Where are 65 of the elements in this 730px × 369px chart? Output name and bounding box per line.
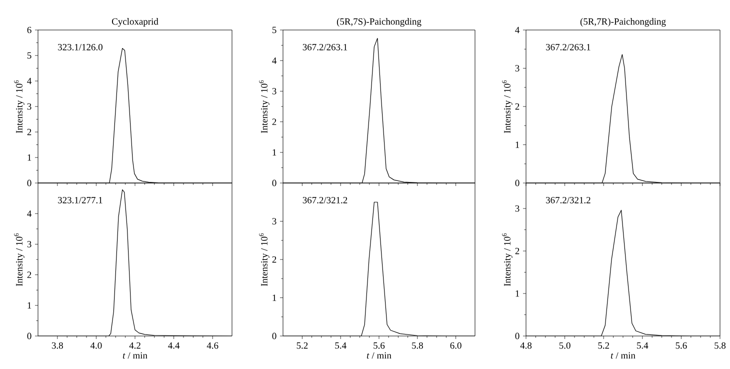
y-tick-label: 1 <box>516 142 520 148</box>
y-tick-label: 2 <box>27 128 32 136</box>
y-tick-label: 4 <box>272 57 277 64</box>
x-tick-label: 4.8 <box>520 342 532 349</box>
y-axis-title: Intensity / 10$^{6}$ <box>14 80 24 134</box>
x-axis-title: t / min <box>366 352 392 359</box>
y-tick-label: 1 <box>272 294 276 301</box>
y-tick-label: 3 <box>27 241 32 248</box>
y-tick-label: 1 <box>28 154 32 161</box>
y-tick-label: 3 <box>27 103 32 110</box>
y-tick-label: 3 <box>272 88 276 94</box>
y-tick-label: 4 <box>27 210 32 217</box>
y-tick-label: 0 <box>27 332 32 340</box>
y-tick-label: 2 <box>515 248 520 254</box>
y-tick-label: 3 <box>515 65 520 72</box>
annotation: 323.1/277.1 <box>58 196 102 204</box>
x-tick-label: 4.6 <box>206 342 218 349</box>
chart-title: (5R,7S)-Paichongding <box>336 18 422 27</box>
y-tick-label: 2 <box>272 118 276 125</box>
x-tick-label: 5.6 <box>676 342 687 349</box>
y-tick-label: 0 <box>272 180 276 186</box>
x-tick-label: 4.0 <box>90 342 102 349</box>
chart-title: Cycloxaprid <box>112 18 158 27</box>
y-tick-label: 5 <box>272 26 276 34</box>
annotation: 367.2/263.1 <box>302 44 348 50</box>
annotation: 367.2/263.1 <box>546 44 590 50</box>
y-axis-title: Intensity / 10$^{6}$ <box>502 233 512 286</box>
x-tick-label: 5.4 <box>637 342 648 349</box>
y-tick-label: 4 <box>27 78 32 84</box>
y-tick-label: 6 <box>27 26 32 34</box>
x-tick-label: 5.6 <box>374 342 385 349</box>
y-tick-label: 0 <box>515 332 520 340</box>
y-axis-title: Intensity / 10$^{6}$ <box>259 80 270 134</box>
x-axis-title: t / min <box>122 352 148 359</box>
y-tick-label: 0 <box>27 180 32 186</box>
x-tick-label: 5.8 <box>412 342 423 349</box>
x-tick-label: 4.4 <box>168 342 180 349</box>
y-tick-label: 5 <box>27 52 32 59</box>
y-tick-label: 0 <box>272 332 276 340</box>
y-tick-label: 1 <box>28 302 32 309</box>
y-axis-title: Intensity / 10$^{6}$ <box>14 233 24 286</box>
chart-title: (5R,7R)-Paichongding <box>580 18 666 27</box>
y-tick-label: 1 <box>516 290 520 297</box>
annotation: 367.2/321.2 <box>546 196 590 204</box>
y-tick-label: 0 <box>515 180 520 186</box>
x-tick-label: 6.0 <box>450 342 462 349</box>
y-tick-label: 2 <box>272 256 276 263</box>
y-axis-title: Intensity / 10$^{6}$ <box>502 80 512 134</box>
x-tick-label: 5.4 <box>335 342 346 349</box>
y-tick-label: 2 <box>515 103 520 110</box>
y-tick-label: 3 <box>515 205 520 212</box>
x-tick-label: 5.2 <box>296 342 308 349</box>
y-axis-title: Intensity / 10$^{6}$ <box>259 233 270 286</box>
y-tick-label: 2 <box>27 272 32 278</box>
x-tick-label: 4.2 <box>129 342 140 349</box>
x-tick-label: 5.8 <box>714 342 726 349</box>
x-axis-title: t / min <box>610 352 636 359</box>
y-tick-label: 1 <box>272 149 276 156</box>
y-tick-label: 4 <box>515 26 520 34</box>
x-tick-label: 5.0 <box>559 342 570 349</box>
annotation: 323.1/126.0 <box>58 44 102 50</box>
annotation: 367.2/321.2 <box>302 196 348 204</box>
y-tick-label: 3 <box>272 218 276 224</box>
x-tick-label: 5.2 <box>598 342 610 349</box>
x-tick-label: 3.8 <box>52 342 63 349</box>
